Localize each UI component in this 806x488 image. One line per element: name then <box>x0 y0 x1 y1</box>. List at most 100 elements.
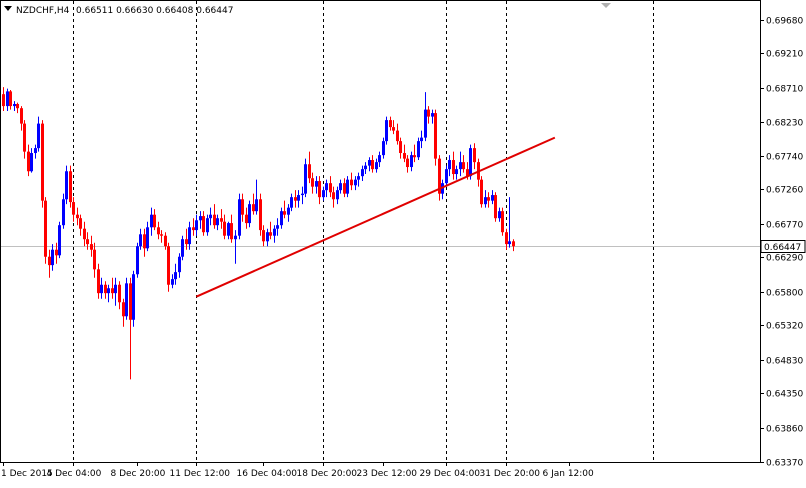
bear-candle-body <box>389 120 392 128</box>
bull-candle-body <box>469 148 472 177</box>
bull-candle-body <box>51 249 54 266</box>
current-price-tag <box>760 240 806 253</box>
bear-candle-body <box>90 244 93 250</box>
bear-candle-body <box>44 200 47 257</box>
bull-candle-body <box>484 197 487 205</box>
bear-candle-body <box>122 302 125 317</box>
bear-candle-body <box>72 202 75 215</box>
bull-candle-body <box>125 283 128 317</box>
bull-candle-body <box>325 183 328 191</box>
bull-candle-body <box>65 171 68 200</box>
bull-candle-body <box>62 199 65 226</box>
price-tick-label: 0.64830 <box>766 357 803 367</box>
bull-candle-body <box>13 103 16 107</box>
bear-candle-body <box>79 218 82 229</box>
bear-candle-body <box>223 221 226 236</box>
bull-candle-body <box>34 148 37 154</box>
bull-candle-body <box>431 113 434 117</box>
bull-candle-body <box>273 228 276 236</box>
bull-candle-body <box>448 160 451 170</box>
price-tick-label: 0.67740 <box>766 153 803 163</box>
bull-candle-body <box>297 195 300 201</box>
bear-candle-body <box>9 91 12 107</box>
time-tick-label: 16 Dec 04:00 <box>237 469 298 479</box>
bear-candle-body <box>27 151 30 172</box>
bear-candle-body <box>104 284 107 294</box>
bull-candle-body <box>420 137 423 142</box>
collapse-triangle-icon[interactable] <box>4 6 12 11</box>
bull-candle-body <box>178 256 181 273</box>
bear-candle-body <box>23 123 26 152</box>
price-tick-label: 0.66290 <box>766 254 803 264</box>
bear-candle-body <box>413 155 416 158</box>
bull-candle-body <box>188 227 191 245</box>
bear-candle-body <box>406 158 409 168</box>
bear-candle-body <box>505 232 508 245</box>
bear-candle-body <box>20 108 23 124</box>
bull-candle-body <box>216 218 219 226</box>
price-tick-label: 0.65800 <box>766 289 803 299</box>
bull-candle-body <box>455 169 458 175</box>
bear-candle-body <box>396 130 399 142</box>
bear-candle-body <box>153 214 156 228</box>
chart-shift-marker-icon[interactable] <box>601 3 611 8</box>
bull-candle-body <box>346 179 349 194</box>
bear-candle-body <box>318 181 321 198</box>
bear-candle-body <box>462 162 465 170</box>
symbol-label: NZDCHF,H4 <box>16 6 70 16</box>
bear-candle-body <box>399 141 402 154</box>
bull-candle-body <box>322 190 325 198</box>
bull-candle-body <box>364 165 367 170</box>
trendline <box>195 136 556 298</box>
bear-candle-body <box>160 234 163 236</box>
bull-candle-body <box>339 183 342 191</box>
bear-candle-body <box>164 235 167 247</box>
ohlc-values: 0.66511 0.66630 0.66408 0.66447 <box>76 6 233 16</box>
time-tick-label: 11 Dec 12:00 <box>170 469 231 479</box>
price-tick-label: 0.63370 <box>766 459 803 469</box>
bear-candle-body <box>213 214 216 226</box>
bull-candle-body <box>336 190 339 200</box>
bear-candle-body <box>16 103 19 109</box>
bear-candle-body <box>438 158 441 194</box>
price-axis: 0.69680 0.69210 0.68710 0.68230 0.67740 0.672… <box>760 17 806 469</box>
bear-candle-body <box>202 216 205 233</box>
bull-candle-body <box>107 288 110 294</box>
bull-candle-body <box>150 214 153 228</box>
bull-candle-body <box>304 164 307 194</box>
bear-candle-body <box>129 283 132 320</box>
bull-candle-body <box>357 176 360 180</box>
bear-candle-body <box>269 232 272 236</box>
bull-candle-body <box>508 241 511 245</box>
bear-candle-body <box>343 183 346 194</box>
bear-candle-body <box>41 123 44 201</box>
bear-candle-body <box>76 214 79 219</box>
bull-candle-body <box>206 218 209 233</box>
bear-candle-body <box>93 249 96 270</box>
time-tick-label: 18 Dec 20:00 <box>297 469 358 479</box>
bull-candle-body <box>227 223 230 236</box>
bear-candle-body <box>332 192 335 200</box>
bull-candle-body <box>255 199 258 212</box>
bear-candle-body <box>434 113 437 159</box>
plot-frame <box>0 0 761 463</box>
bull-candle-body <box>315 181 318 187</box>
bear-candle-body <box>245 214 248 224</box>
bull-candle-body <box>174 272 177 280</box>
bull-candle-body <box>238 199 241 236</box>
bull-candle-body <box>6 91 9 107</box>
bull-candle-body <box>354 179 357 186</box>
bear-candle-body <box>97 269 100 294</box>
price-tick-label: 0.63860 <box>766 425 803 435</box>
bull-candle-body <box>139 234 142 247</box>
time-tick-label: 23 Dec 12:00 <box>357 469 418 479</box>
bull-candle-body <box>30 153 33 172</box>
bear-candle-body <box>157 227 160 235</box>
bear-candle-body <box>427 109 430 117</box>
bull-candle-body <box>459 162 462 170</box>
bear-candle-body <box>220 218 223 222</box>
bull-candle-body <box>375 162 378 170</box>
